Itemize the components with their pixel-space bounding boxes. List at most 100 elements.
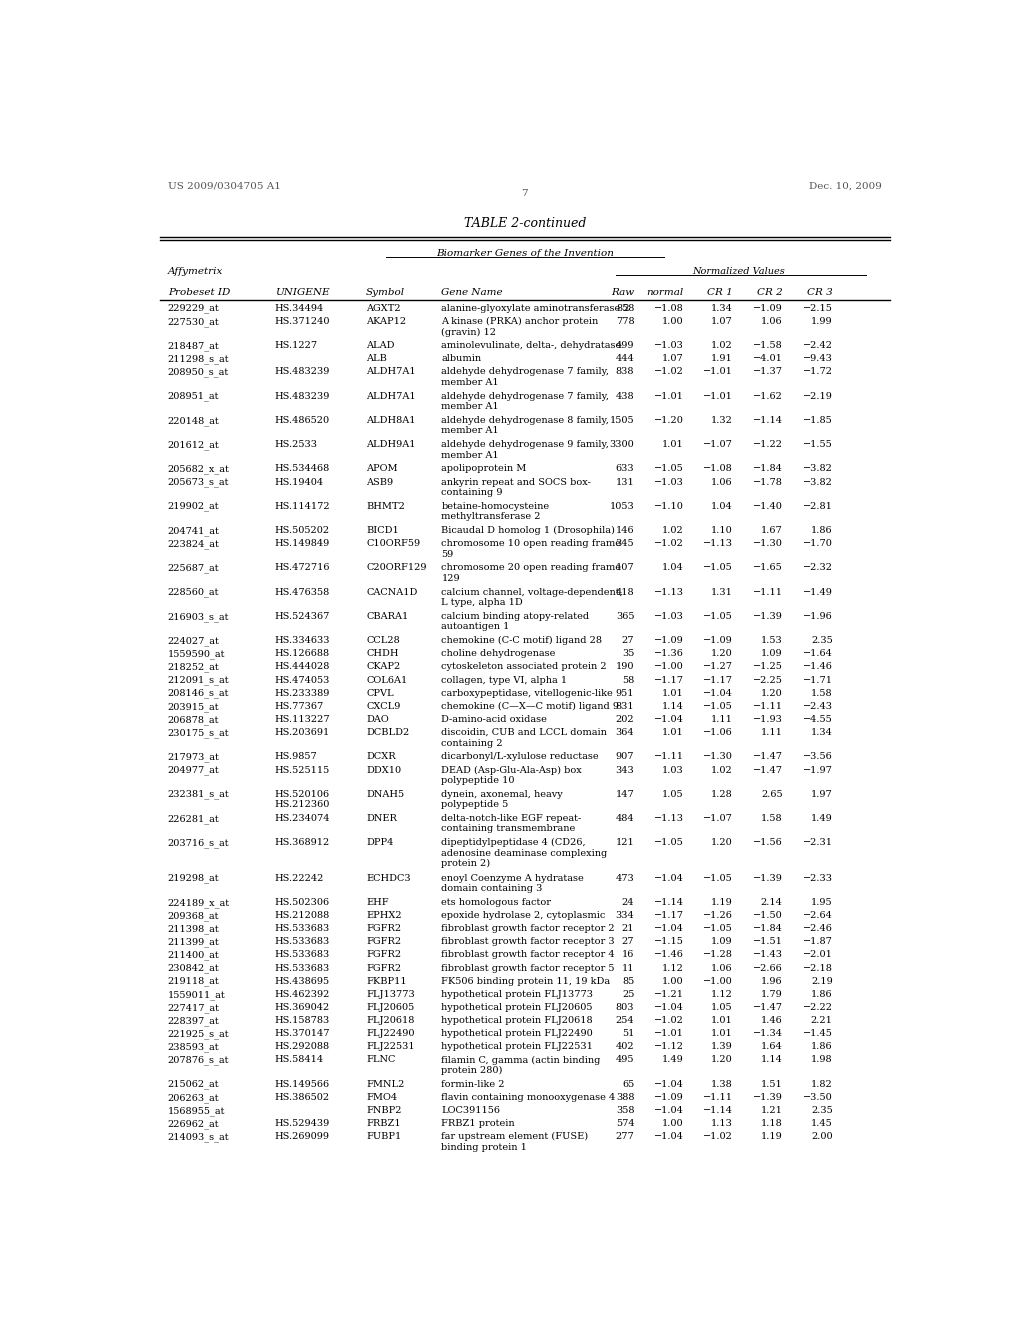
Text: −2.64: −2.64 <box>803 911 833 920</box>
Text: 334: 334 <box>615 911 634 920</box>
Text: 1.19: 1.19 <box>711 898 733 907</box>
Text: −1.04: −1.04 <box>653 1133 684 1142</box>
Text: 203915_at: 203915_at <box>168 702 219 711</box>
Text: 1.01: 1.01 <box>711 1030 733 1039</box>
Text: −1.39: −1.39 <box>753 612 782 620</box>
Text: 211398_at: 211398_at <box>168 924 219 933</box>
Text: 1559011_at: 1559011_at <box>168 990 225 999</box>
Text: −1.07: −1.07 <box>702 814 733 824</box>
Text: delta-notch-like EGF repeat-
containing transmembrane: delta-notch-like EGF repeat- containing … <box>441 814 582 833</box>
Text: −1.51: −1.51 <box>753 937 782 946</box>
Text: −1.78: −1.78 <box>753 478 782 487</box>
Text: HS.524367: HS.524367 <box>274 612 330 620</box>
Text: HS.212088: HS.212088 <box>274 911 330 920</box>
Text: −1.00: −1.00 <box>653 663 684 672</box>
Text: 1.20: 1.20 <box>711 1056 733 1064</box>
Text: −1.04: −1.04 <box>653 924 684 933</box>
Text: 1.58: 1.58 <box>811 689 833 698</box>
Text: UNIGENE: UNIGENE <box>274 289 330 297</box>
Text: −4.01: −4.01 <box>753 354 782 363</box>
Text: 803: 803 <box>615 1003 634 1012</box>
Text: −1.07: −1.07 <box>702 440 733 449</box>
Text: −1.09: −1.09 <box>702 636 733 645</box>
Text: HS.438695: HS.438695 <box>274 977 330 986</box>
Text: chemokine (C—X—C motif) ligand 9: chemokine (C—X—C motif) ligand 9 <box>441 702 620 711</box>
Text: ALB: ALB <box>367 354 387 363</box>
Text: 207876_s_at: 207876_s_at <box>168 1056 229 1065</box>
Text: −1.05: −1.05 <box>702 702 733 711</box>
Text: −2.42: −2.42 <box>803 341 833 350</box>
Text: 2.35: 2.35 <box>811 1106 833 1115</box>
Text: HS.386502: HS.386502 <box>274 1093 330 1102</box>
Text: −3.56: −3.56 <box>803 752 833 762</box>
Text: −1.72: −1.72 <box>803 367 833 376</box>
Text: 226962_at: 226962_at <box>168 1119 219 1129</box>
Text: ALDH7A1: ALDH7A1 <box>367 367 416 376</box>
Text: HS.533683: HS.533683 <box>274 950 330 960</box>
Text: fibroblast growth factor receptor 2: fibroblast growth factor receptor 2 <box>441 924 615 933</box>
Text: −3.50: −3.50 <box>803 1093 833 1102</box>
Text: apolipoprotein M: apolipoprotein M <box>441 465 526 474</box>
Text: 1.95: 1.95 <box>811 898 833 907</box>
Text: calcium channel, voltage-dependent,
L type, alpha 1D: calcium channel, voltage-dependent, L ty… <box>441 587 624 607</box>
Text: −1.06: −1.06 <box>702 729 733 737</box>
Text: 204741_at: 204741_at <box>168 527 219 536</box>
Text: ets homologous factor: ets homologous factor <box>441 898 552 907</box>
Text: 16: 16 <box>622 950 634 960</box>
Text: 206263_at: 206263_at <box>168 1093 219 1102</box>
Text: 218487_at: 218487_at <box>168 341 219 351</box>
Text: 1.13: 1.13 <box>711 1119 733 1129</box>
Text: 1568955_at: 1568955_at <box>168 1106 225 1115</box>
Text: 225687_at: 225687_at <box>168 564 219 573</box>
Text: 1.06: 1.06 <box>761 317 782 326</box>
Text: FMNL2: FMNL2 <box>367 1080 404 1089</box>
Text: −1.04: −1.04 <box>653 1080 684 1089</box>
Text: US 2009/0304705 A1: US 2009/0304705 A1 <box>168 182 281 191</box>
Text: 1.20: 1.20 <box>711 838 733 847</box>
Text: 1.34: 1.34 <box>811 729 833 737</box>
Text: 907: 907 <box>615 752 634 762</box>
Text: HS.483239: HS.483239 <box>274 367 330 376</box>
Text: −1.22: −1.22 <box>753 440 782 449</box>
Text: −1.09: −1.09 <box>653 636 684 645</box>
Text: HS.369042: HS.369042 <box>274 1003 330 1012</box>
Text: 206878_at: 206878_at <box>168 715 219 725</box>
Text: −1.05: −1.05 <box>653 465 684 474</box>
Text: cytoskeleton associated protein 2: cytoskeleton associated protein 2 <box>441 663 607 672</box>
Text: 1.49: 1.49 <box>811 814 833 824</box>
Text: APOM: APOM <box>367 465 397 474</box>
Text: 858: 858 <box>616 304 634 313</box>
Text: 27: 27 <box>622 937 634 946</box>
Text: −2.18: −2.18 <box>803 964 833 973</box>
Text: HS.370147: HS.370147 <box>274 1030 331 1039</box>
Text: HS.113227: HS.113227 <box>274 715 331 723</box>
Text: HS.474053: HS.474053 <box>274 676 330 685</box>
Text: FGFR2: FGFR2 <box>367 964 401 973</box>
Text: dicarbonyl/L-xylulose reductase: dicarbonyl/L-xylulose reductase <box>441 752 599 762</box>
Text: DCXR: DCXR <box>367 752 395 762</box>
Text: 21: 21 <box>622 924 634 933</box>
Text: C10ORF59: C10ORF59 <box>367 539 420 548</box>
Text: 230175_s_at: 230175_s_at <box>168 729 229 738</box>
Text: 211298_s_at: 211298_s_at <box>168 354 229 364</box>
Text: −1.25: −1.25 <box>753 663 782 672</box>
Text: 499: 499 <box>615 341 634 350</box>
Text: −1.20: −1.20 <box>653 416 684 425</box>
Text: −1.11: −1.11 <box>753 587 782 597</box>
Text: 121: 121 <box>615 838 634 847</box>
Text: 1.58: 1.58 <box>761 814 782 824</box>
Text: ECHDC3: ECHDC3 <box>367 874 411 883</box>
Text: DCBLD2: DCBLD2 <box>367 729 410 737</box>
Text: filamin C, gamma (actin binding
protein 280): filamin C, gamma (actin binding protein … <box>441 1056 601 1076</box>
Text: −1.04: −1.04 <box>653 874 684 883</box>
Text: −1.11: −1.11 <box>753 702 782 711</box>
Text: FLJ20618: FLJ20618 <box>367 1016 415 1026</box>
Text: −2.25: −2.25 <box>753 676 782 685</box>
Text: 221925_s_at: 221925_s_at <box>168 1030 229 1039</box>
Text: A kinase (PRKA) anchor protein
(gravin) 12: A kinase (PRKA) anchor protein (gravin) … <box>441 317 599 337</box>
Text: HS.19404: HS.19404 <box>274 478 324 487</box>
Text: HS.533683: HS.533683 <box>274 937 330 946</box>
Text: 778: 778 <box>615 317 634 326</box>
Text: −1.02: −1.02 <box>653 539 684 548</box>
Text: 1.86: 1.86 <box>811 527 833 535</box>
